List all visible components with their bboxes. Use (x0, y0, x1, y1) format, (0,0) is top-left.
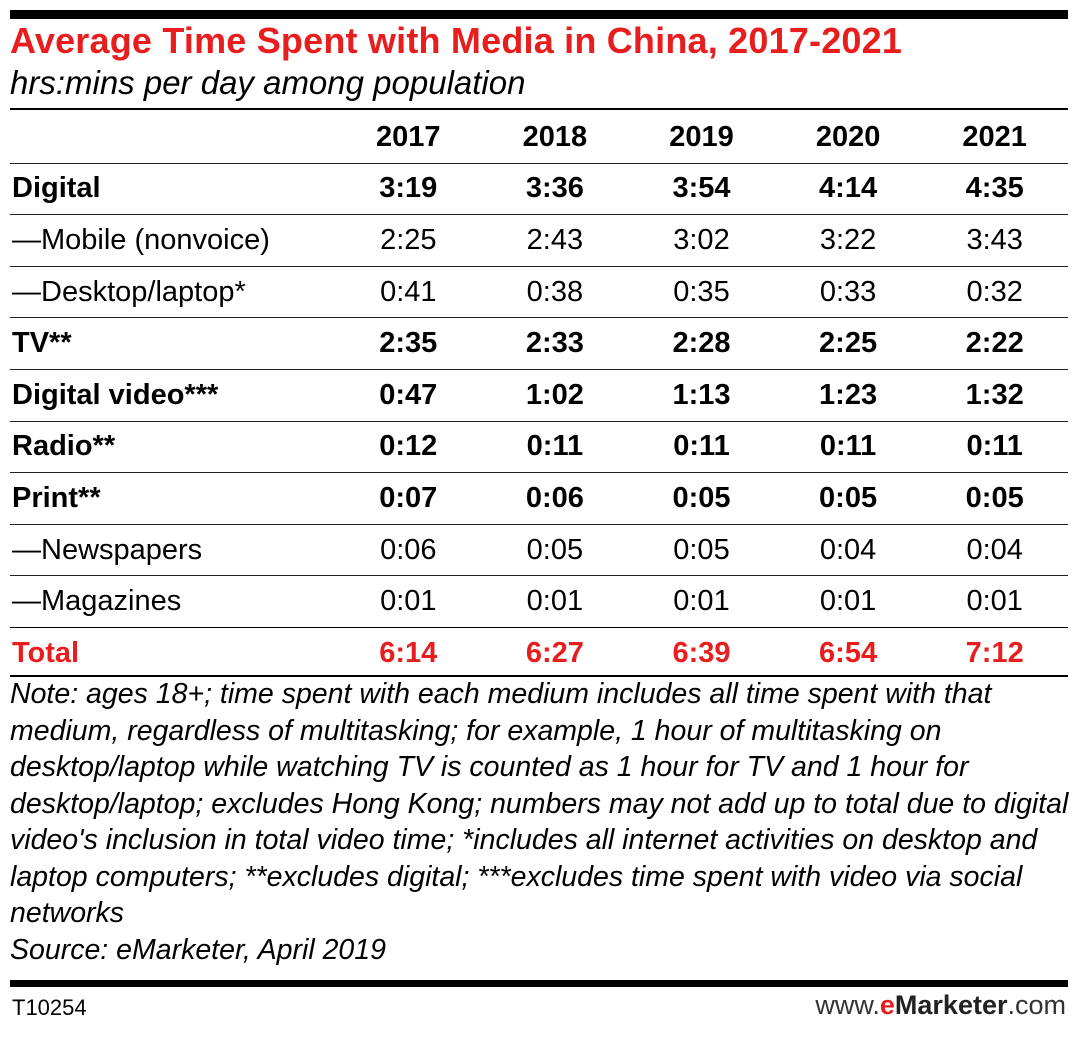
value-cell: 3:43 (921, 214, 1068, 267)
value-cell: 6:39 (628, 626, 775, 679)
value-cell: 0:11 (628, 420, 775, 473)
data-table: 2017 2018 2019 2020 2021 Digital 3:19 3:36… (10, 112, 1068, 679)
value-cell: 0:01 (774, 575, 922, 628)
value-cell: 2:33 (481, 317, 629, 370)
note-text: Note: ages 18+; time spent with each med… (10, 678, 1069, 929)
row-label: Print** (10, 472, 335, 525)
value-cell: 0:06 (335, 523, 482, 576)
chart-code: T10254 (12, 995, 87, 1020)
chart-title: Average Time Spent with Media in China, … (10, 20, 903, 61)
table-row: Digital video*** 0:47 1:02 1:13 1:23 1:32 (10, 368, 1068, 422)
note-rule (10, 675, 1068, 677)
table-row: Digital 3:19 3:36 3:54 4:14 4:35 (10, 162, 1068, 215)
header-row: 2017 2018 2019 2020 2021 (10, 112, 1068, 163)
value-cell: 0:11 (921, 420, 1068, 473)
value-cell: 0:11 (774, 420, 922, 473)
value-cell: 0:05 (628, 472, 775, 525)
source-text: Source: eMarketer, April 2019 (10, 933, 386, 966)
header-rule (10, 108, 1068, 110)
footnote: Note: ages 18+; time spent with each med… (10, 676, 1070, 968)
value-cell: 6:27 (481, 626, 629, 679)
value-cell: 0:05 (628, 523, 775, 576)
value-cell: 4:35 (921, 162, 1068, 215)
value-cell: 0:01 (335, 575, 482, 628)
value-cell: 2:28 (628, 317, 775, 370)
value-cell: 0:47 (335, 368, 482, 422)
value-cell: 3:02 (628, 214, 775, 267)
value-cell: 0:04 (921, 523, 1068, 576)
value-cell: 0:41 (335, 265, 482, 318)
value-cell: 0:05 (774, 472, 922, 525)
year-header: 2020 (815, 120, 881, 153)
value-cell: 3:22 (774, 214, 922, 267)
brand-e: e (879, 990, 895, 1020)
value-cell: 0:32 (921, 265, 1068, 318)
value-cell: 0:38 (481, 265, 629, 318)
value-cell: 0:01 (628, 575, 775, 628)
year-header: 2021 (962, 120, 1027, 153)
value-cell: 1:23 (774, 368, 922, 422)
year-header: 2018 (522, 120, 588, 153)
table-row: —Mobile (nonvoice) 2:25 2:43 3:02 3:22 3:43 (10, 214, 1068, 267)
value-cell: 1:13 (628, 368, 775, 422)
value-cell: 0:01 (481, 575, 629, 628)
top-rule (10, 10, 1068, 19)
table-row: TV** 2:35 2:33 2:28 2:25 2:22 (10, 317, 1068, 370)
brand-suffix: .com (1007, 990, 1066, 1020)
row-label: —Newspapers (10, 523, 335, 576)
year-header: 2019 (669, 120, 734, 153)
row-label: Digital (10, 162, 335, 215)
value-cell: 0:05 (481, 523, 629, 576)
value-cell: 2:25 (774, 317, 922, 370)
brand-prefix: www. (815, 990, 880, 1020)
value-cell: 6:54 (774, 626, 922, 679)
value-cell: 6:14 (335, 626, 482, 679)
bottom-rule (10, 980, 1068, 987)
table-row: Print** 0:07 0:06 0:05 0:05 0:05 (10, 472, 1068, 525)
header-label-cell (10, 112, 335, 163)
value-cell: 3:36 (481, 162, 629, 215)
value-cell: 1:02 (481, 368, 629, 422)
value-cell: 2:43 (481, 214, 629, 267)
value-cell: 4:14 (774, 162, 922, 215)
total-row: Total 6:14 6:27 6:39 6:54 7:12 (10, 626, 1068, 679)
row-label: —Desktop/laptop* (10, 265, 335, 318)
value-cell: 0:35 (628, 265, 775, 318)
value-cell: 3:54 (628, 162, 775, 215)
value-cell: 3:19 (335, 162, 482, 215)
value-cell: 0:05 (921, 472, 1068, 525)
value-cell: 0:11 (481, 420, 629, 473)
row-label: Digital video*** (10, 368, 335, 422)
table-row: —Magazines 0:01 0:01 0:01 0:01 0:01 (10, 575, 1068, 628)
brand-logo: www.eMarketer.com (815, 990, 1066, 1021)
brand-name: Marketer (894, 990, 1008, 1020)
value-cell: 0:12 (335, 420, 482, 473)
row-label: TV** (10, 317, 335, 370)
value-cell: 0:04 (774, 523, 922, 576)
value-cell: 0:06 (481, 472, 629, 525)
value-cell: 0:07 (335, 472, 482, 525)
value-cell: 1:32 (921, 368, 1068, 422)
value-cell: 0:33 (774, 265, 922, 318)
table-row: Radio** 0:12 0:11 0:11 0:11 0:11 (10, 420, 1068, 473)
value-cell: 0:01 (921, 575, 1068, 628)
table-row: —Newspapers 0:06 0:05 0:05 0:04 0:04 (10, 523, 1068, 576)
value-cell: 2:25 (335, 214, 482, 267)
row-label: Radio** (10, 420, 335, 473)
value-cell: 7:12 (921, 626, 1068, 679)
row-label: —Mobile (nonvoice) (10, 214, 335, 267)
year-header: 2017 (376, 120, 441, 153)
chart-subtitle: hrs:mins per day among population (10, 64, 526, 101)
value-cell: 2:35 (335, 317, 482, 370)
value-cell: 2:22 (921, 317, 1068, 370)
table-row: —Desktop/laptop* 0:41 0:38 0:35 0:33 0:32 (10, 265, 1068, 318)
row-label: —Magazines (10, 575, 335, 628)
row-label: Total (10, 626, 335, 679)
